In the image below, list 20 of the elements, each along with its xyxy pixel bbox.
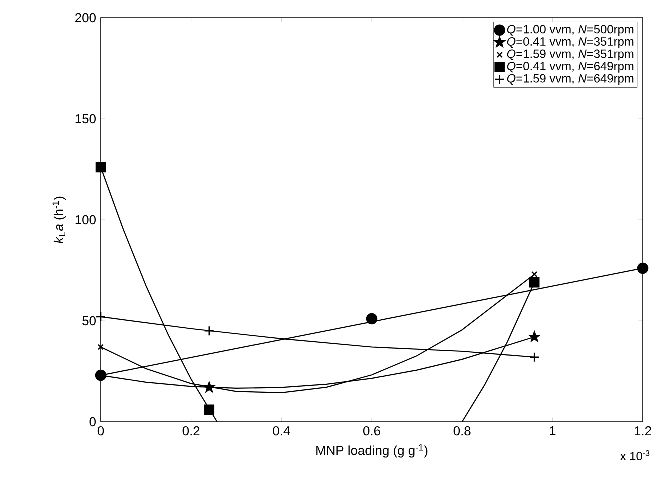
x-tick-label: 0: [98, 426, 104, 436]
legend-label: Q=0.41 vvm, N=649rpm: [507, 62, 634, 73]
x-tick-label: 0.4: [273, 426, 290, 436]
legend-label: Q=1.00 vvm, N=500rpm: [507, 25, 634, 36]
y-tick-label: 150: [76, 114, 96, 124]
legend-label: Q=1.59 vvm, N=649rpm: [507, 74, 634, 86]
x-tick-label: 1: [550, 426, 556, 436]
x-axis-title: MNP loading (g g$^{-1}$): [316, 444, 428, 458]
y-axis-title: k$_{L}$a (h$^{-1}$): [52, 196, 66, 244]
x-tick-label: 0.2: [182, 426, 200, 436]
legend-label: Q=0.41 vvm, N=351rpm: [507, 38, 634, 48]
y-tick-label: 200: [76, 13, 96, 23]
y-tick-label: 50: [82, 316, 96, 326]
y-tick-label: 0: [90, 417, 96, 427]
text: x 10$^{-3}$: [620, 450, 650, 461]
x-tick-label: 0.8: [454, 426, 471, 436]
legend-label: Q=1.59 vvm, N=351rpm: [507, 50, 634, 61]
x-tick-label: 1.2: [634, 426, 652, 436]
x-tick-label: 0.6: [364, 426, 380, 436]
y-tick-label: 100: [76, 215, 96, 225]
